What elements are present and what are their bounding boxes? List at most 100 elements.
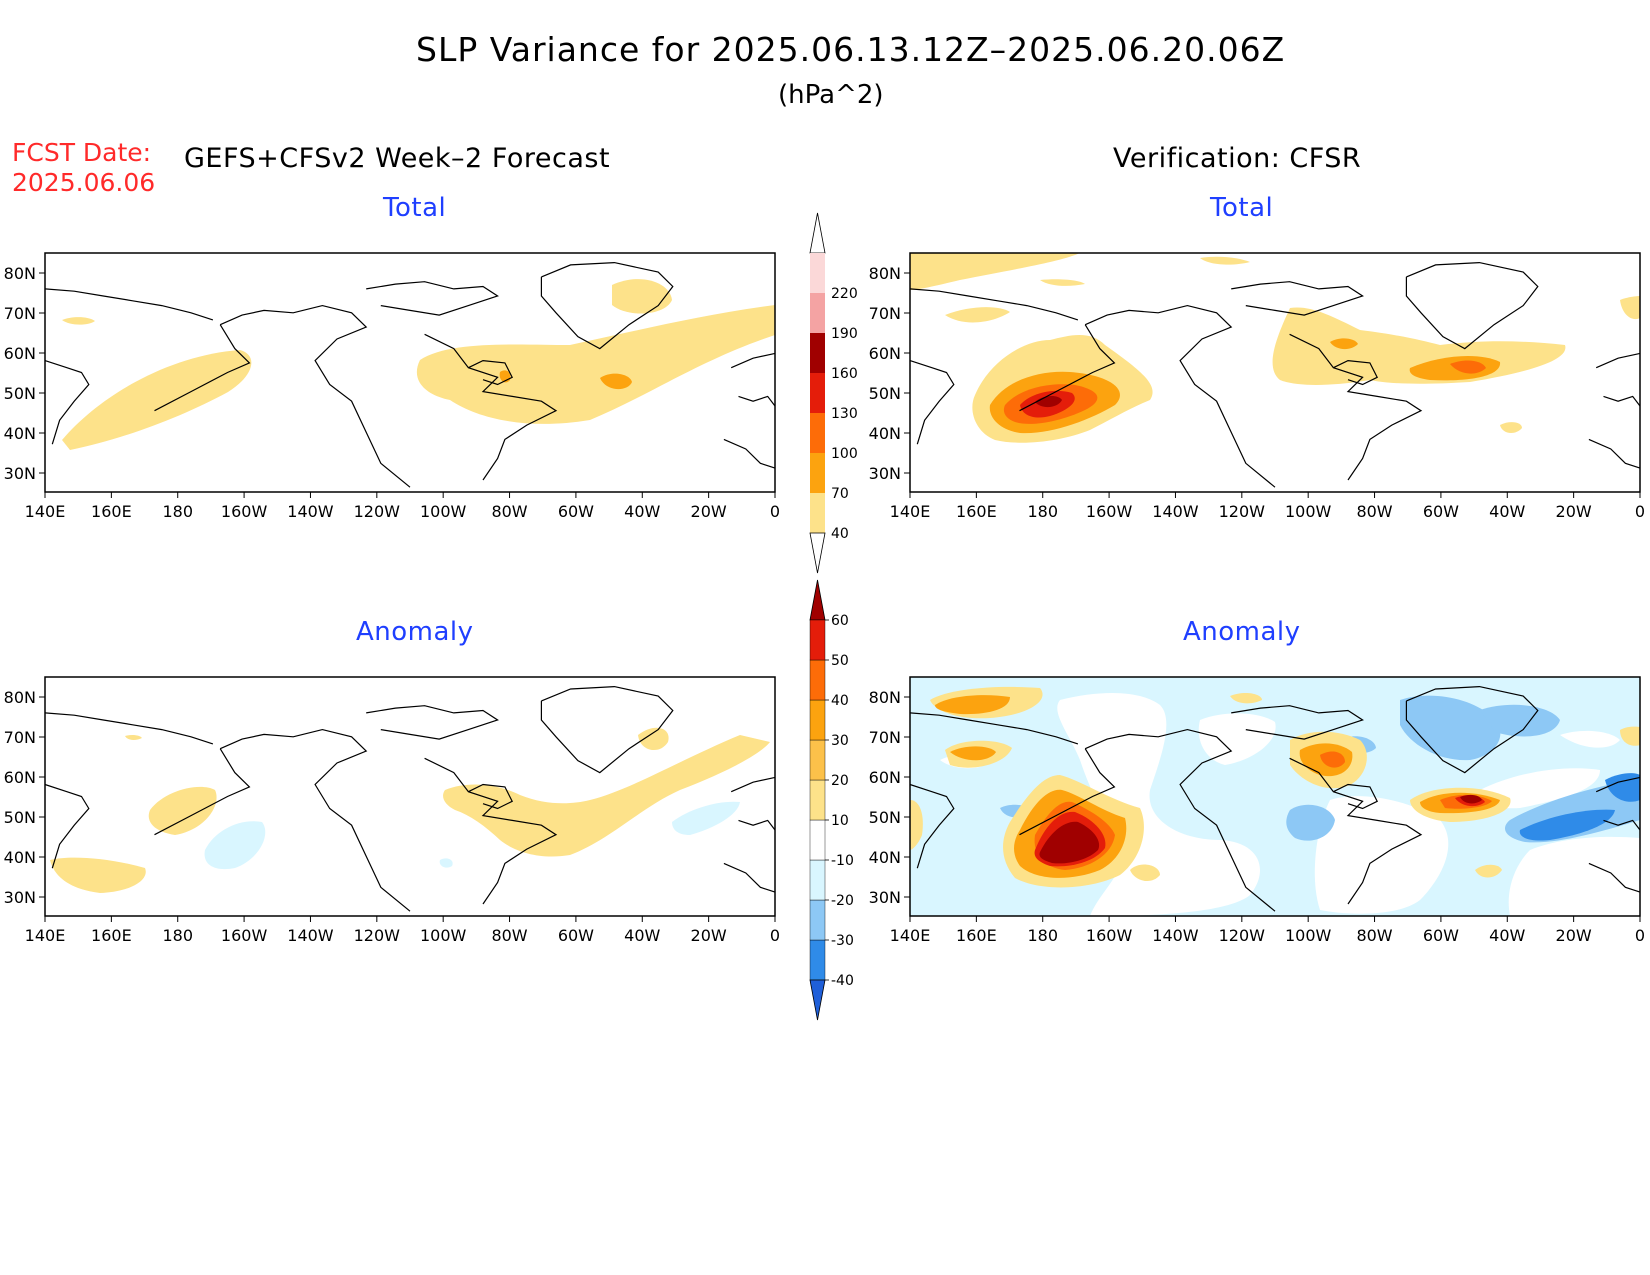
frame-verification-anomaly: 140E 160E 180 160W 140W 120W 100W 80W 60W 40W 20W 0… [869,676,1645,945]
lon-label: 180 [162,502,193,521]
forecast-header: GEFS+CFSv2 Week–2 Forecast [184,143,611,174]
lon-label: 160E [91,926,132,945]
colorbar-label: 40 [831,526,849,542]
lat-label: 80N [4,688,36,707]
coastline [424,333,558,481]
lat-label: 70N [4,304,36,323]
coastline [909,288,1079,321]
frame-verification-total: 140E 160E 180 160W 140W 120W 100W 80W 60W 40W 20W 0… [869,252,1645,521]
shade-mid-blue [1400,695,1501,761]
lon-label: 180 [162,926,193,945]
shade-mid-blue [1480,704,1560,737]
lat-label: 50N [4,384,36,403]
colorbar-label: 50 [831,653,849,669]
coastline [44,712,214,745]
coastline [1019,324,1116,412]
coastline [1595,776,1641,793]
lon-label: 140W [287,502,334,521]
frame-forecast-anomaly: 140E 160E 180 160W 140W 120W 100W 80W 60W 40W 20W 0… [4,676,780,945]
shade-yellow [1200,256,1250,265]
colorbar-label: 60 [831,613,849,629]
shade-yellow [443,735,770,857]
shade-light-blue [672,801,740,835]
fcst-date-label: FCST Date: [12,138,152,167]
coastline [1289,757,1423,905]
coastline [540,685,674,774]
colorbar-cell [809,899,826,941]
lon-label: 140E [890,926,931,945]
shade-yellow [416,305,775,424]
colorbar-label: 160 [831,366,858,382]
lon-label: 160W [1086,502,1133,521]
shade-yellow [1475,864,1502,878]
shade-orange [935,695,1010,715]
lon-label: 20W [691,926,727,945]
lon-label: 140W [1152,926,1199,945]
coastline [1231,705,1364,740]
colorbar-label: -20 [831,893,854,909]
colorbar-cap-top [809,212,826,254]
shade-yellow [62,317,95,325]
coastlines [44,261,1641,912]
shade-yellow [50,857,146,893]
lon-label: 20W [1556,926,1592,945]
shade-yellow [910,253,1080,290]
map-verification-total [910,253,1640,443]
shade-white [1057,693,1260,916]
lon-label: 160W [221,502,268,521]
coastline [738,395,776,407]
lon-label: 120W [354,926,401,945]
lon-label: 140W [287,926,334,945]
lon-label: 80W [1356,502,1392,521]
colorbar-cell [810,293,825,333]
coastline-group-forecast-anomaly [44,685,776,912]
lon-label: 80W [1356,926,1392,945]
coastline [723,438,776,469]
colorbar-cell [809,859,826,901]
lon-label: 40W [624,502,660,521]
lat-label: 40N [4,424,36,443]
shade-white [1198,713,1276,765]
coastline [1333,359,1379,386]
lon-label: 160E [956,502,997,521]
colorbar-cap-bottom [809,532,826,574]
coastline [366,705,499,740]
panel-title-verif-total: Total [1210,193,1274,223]
colorbar-cap-bottom [809,979,826,1021]
map-frame [44,252,776,493]
lon-label: 40W [1489,502,1525,521]
lon-label: 120W [354,502,401,521]
coastline [44,288,214,321]
coastline [424,757,558,905]
lon-label: 140E [25,926,66,945]
map-forecast-anomaly [50,727,770,893]
shade-yellow [910,800,923,850]
lon-label: 0 [1635,502,1645,521]
colorbar-label: -10 [831,853,854,869]
frame-forecast-total: 140E 160E 180 160W 140W 120W 100W 80W 60W 40W 20W 0… [4,252,780,521]
map-frames: 140E 160E 180 160W 140W 120W 100W 80W 60W 40W 20W 0… [4,252,1645,945]
shade-orange [1330,338,1358,350]
lat-label: 80N [869,688,901,707]
coastline [468,359,514,386]
shade-yellow [1500,422,1522,434]
lat-label: 80N [869,264,901,283]
map-frame [909,676,1641,917]
lat-label: 60N [4,768,36,787]
lon-label: 60W [1423,926,1459,945]
map-forecast-total [62,279,775,450]
colorbar-label: 100 [831,446,858,462]
lat-label: 60N [869,344,901,363]
lat-label: 30N [869,888,901,907]
coastline [1405,261,1539,350]
panel-title-fcst-total: Total [383,193,447,223]
shade-yellow [945,307,1010,323]
shade-blue [1605,773,1640,802]
lat-label: 60N [869,768,901,787]
lon-label: 160E [91,502,132,521]
shade-yellow [1620,296,1640,320]
lat-label: 30N [4,888,36,907]
colorbar-label: 20 [831,773,849,789]
coastline-group-forecast-total [44,261,776,488]
colorbar-cap-top [809,579,826,621]
